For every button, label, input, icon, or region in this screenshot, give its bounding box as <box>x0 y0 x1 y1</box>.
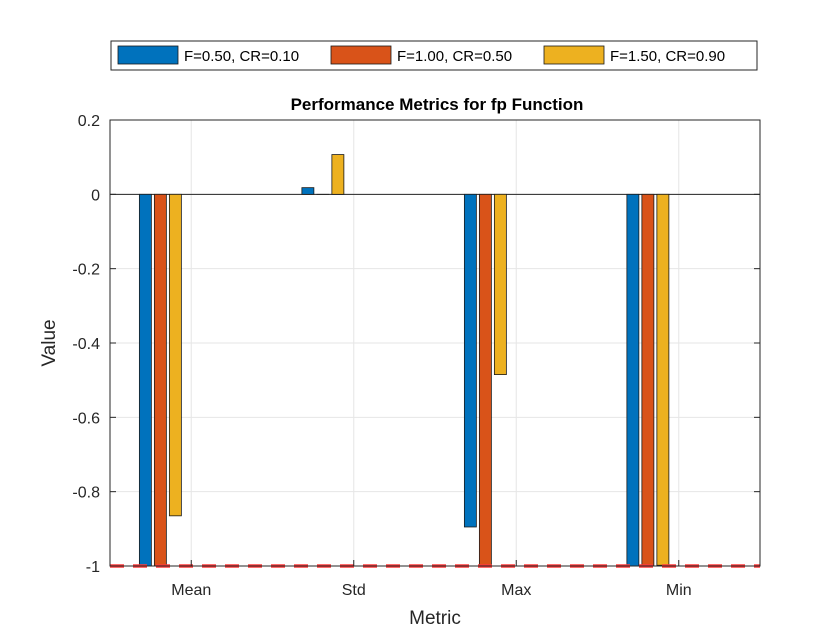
bar-max-series-3 <box>493 193 507 375</box>
y-axis-label: Value <box>39 319 60 366</box>
legend-swatch-1 <box>117 45 179 65</box>
x-tick-label-std: Std <box>342 582 366 599</box>
legend-label-1: F=0.50, CR=0.10 <box>184 48 299 65</box>
x-axis-ticks: Mean Std Max Min <box>171 560 692 599</box>
bar-max-series-1 <box>463 193 477 528</box>
bar-mean-series-2 <box>153 193 167 567</box>
y-tick-label: 0.2 <box>78 113 100 130</box>
chart-title: Performance Metrics for fp Function <box>291 95 584 114</box>
plot-area <box>109 119 761 568</box>
legend-label-2: F=1.00, CR=0.50 <box>397 48 512 65</box>
bar-std-series-3 <box>331 154 345 195</box>
bars <box>138 154 670 567</box>
y-tick-label: -0.8 <box>72 485 100 502</box>
legend-swatch-2 <box>330 45 392 65</box>
legend-swatch-3 <box>543 45 605 65</box>
x-tick-label-min: Min <box>666 582 692 599</box>
bar-min-series-1 <box>626 193 640 567</box>
legend-box <box>110 40 758 71</box>
y-tick-label: -0.2 <box>72 262 100 279</box>
bar-min-series-2 <box>641 193 655 567</box>
y-axis-ticks: 0.2 0 -0.2 -0.4 -0.6 -0.8 -1 <box>72 113 760 576</box>
bar-mean-series-3 <box>168 193 182 517</box>
y-tick-label: 0 <box>91 187 100 204</box>
legend-label-3: F=1.50, CR=0.90 <box>610 48 725 65</box>
x-axis-label: Metric <box>409 608 461 629</box>
bar-mean-series-1 <box>138 193 152 567</box>
y-tick-label: -0.6 <box>72 410 100 427</box>
bar-max-series-2 <box>478 193 492 567</box>
legend: F=0.50, CR=0.10 F=1.00, CR=0.50 F=1.50, CR… <box>110 40 758 71</box>
y-tick-label: -1 <box>86 559 100 576</box>
bar-min-series-3 <box>656 193 670 566</box>
y-tick-label: -0.4 <box>72 336 100 353</box>
bar-std-series-1 <box>301 187 315 195</box>
x-tick-label-mean: Mean <box>171 582 211 599</box>
x-tick-label-max: Max <box>501 582 531 599</box>
